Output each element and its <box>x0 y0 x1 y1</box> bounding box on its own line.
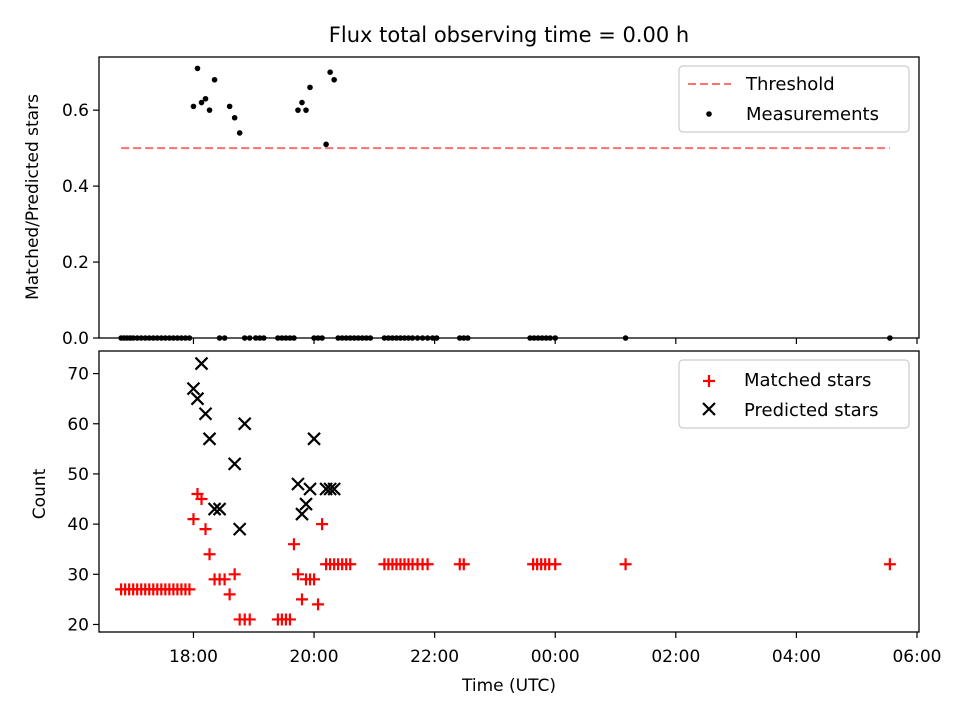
matched-star-point <box>283 613 296 626</box>
predicted-star-point <box>190 391 205 406</box>
matched-star-point <box>457 558 470 571</box>
top-legend: Threshold Measurements <box>678 65 910 133</box>
bottom-legend-box <box>678 359 910 429</box>
matched-star-point <box>223 588 236 601</box>
x-tick-label: 00:00 <box>531 647 580 667</box>
x-axis-label: Time (UTC) <box>461 676 556 696</box>
predicted-star-point <box>227 457 242 471</box>
matched-star-point <box>183 583 196 596</box>
matched-star-point <box>312 598 325 611</box>
bottom-axes-frame <box>98 350 920 633</box>
x-tick-label: 20:00 <box>290 647 339 667</box>
measurement-point <box>295 107 301 113</box>
predicted-star-point <box>194 356 209 371</box>
measurement-point <box>194 65 201 72</box>
x-tick-label: 04:00 <box>772 647 821 667</box>
measurement-point <box>236 130 243 136</box>
legend-matched-label: Matched stars <box>744 370 871 391</box>
measurement-point <box>331 76 337 83</box>
measurement-point <box>231 114 238 121</box>
predicted-star-point <box>303 482 317 496</box>
measurement-point <box>198 99 205 106</box>
top-y-axis-ticks: 0.0 0.2 0.4 0.6 <box>62 101 99 349</box>
predicted-star-point <box>232 522 247 536</box>
legend-matched-swatch <box>703 375 715 387</box>
legend-predicted-label: Predicted stars <box>744 400 878 421</box>
matched-star-point <box>187 513 200 526</box>
matched-star-point <box>199 523 212 536</box>
bottom-panel: 20 30 40 50 60 70 18:00 20:00 22:00 00:00 02:00 04… <box>30 338 941 696</box>
predicted-star-point <box>307 432 321 446</box>
matched-star-point <box>203 548 216 561</box>
predicted-star-point <box>207 502 222 516</box>
matched-star-point <box>291 568 304 581</box>
top-axes-frame <box>98 56 920 339</box>
matched-star-point <box>195 493 208 506</box>
measurement-point <box>303 107 309 113</box>
bottom-y-axis-ticks: 20 30 40 50 60 70 <box>67 365 99 635</box>
measurement-point <box>202 95 209 102</box>
bottom-y-tick-label: 20 <box>67 615 89 635</box>
legend-predicted-swatch <box>702 402 716 416</box>
matched-star-point <box>228 568 241 581</box>
matched-star-point <box>619 558 632 571</box>
legend-measurements-label: Measurements <box>746 104 879 125</box>
measurement-point <box>226 103 233 110</box>
top-y-tick-label: 0.2 <box>62 253 89 273</box>
predicted-star-point <box>237 416 252 431</box>
matched-star-point <box>883 558 896 571</box>
matched-star-point <box>287 538 300 551</box>
x-axis-ticks: 18:00 20:00 22:00 00:00 02:00 04:00 06:00 <box>169 338 941 667</box>
bottom-y-tick-label: 60 <box>67 415 89 435</box>
bottom-y-axis-label: Count <box>30 468 50 519</box>
bottom-y-tick-label: 70 <box>67 365 89 385</box>
bottom-y-tick-label: 30 <box>67 565 89 585</box>
top-panel: 0.0 0.2 0.4 0.6 Matched/Predicted stars Thr… <box>23 56 920 349</box>
bottom-plot-area <box>115 356 896 626</box>
bottom-y-tick-label: 50 <box>67 465 89 485</box>
top-legend-box <box>678 65 910 133</box>
legend-threshold-label: Threshold <box>745 74 835 95</box>
predicted-star-point <box>327 482 341 496</box>
matched-star-point <box>549 558 562 571</box>
legend-measurements-swatch <box>706 111 712 117</box>
x-tick-label: 06:00 <box>892 647 941 667</box>
predicted-star-point <box>291 477 305 491</box>
predicted-star-point <box>295 507 309 521</box>
matched-star-point <box>421 558 434 571</box>
measurement-point <box>307 84 313 91</box>
top-y-tick-label: 0.6 <box>62 101 89 121</box>
top-y-tick-label: 0.0 <box>62 329 89 349</box>
x-tick-label: 02:00 <box>651 647 700 667</box>
top-y-axis-label: Matched/Predicted stars <box>23 94 43 300</box>
chart-title: Flux total observing time = 0.00 h <box>329 23 689 47</box>
matched-star-point <box>295 593 308 606</box>
measurement-point <box>190 103 197 110</box>
matched-star-point <box>316 518 329 531</box>
measurement-point <box>323 141 329 148</box>
predicted-star-point <box>202 432 217 446</box>
predicted-star-point <box>186 381 201 396</box>
measurement-point <box>299 99 305 106</box>
matched-star-point <box>243 613 256 626</box>
matched-star-point <box>218 573 231 586</box>
predicted-star-point <box>299 497 313 511</box>
x-tick-label: 22:00 <box>410 647 459 667</box>
measurement-point <box>211 76 218 83</box>
bottom-legend: Matched stars Predicted stars <box>678 359 910 429</box>
predicted-star-point <box>212 502 227 516</box>
x-tick-label: 18:00 <box>169 647 218 667</box>
matched-star-point <box>308 573 321 586</box>
predicted-star-point <box>323 482 337 496</box>
predicted-star-point <box>198 406 213 421</box>
bottom-y-tick-label: 40 <box>67 515 89 535</box>
top-y-tick-label: 0.4 <box>62 177 89 197</box>
measurement-point <box>327 69 333 75</box>
matched-star-point <box>344 558 357 571</box>
measurement-point <box>206 107 213 113</box>
